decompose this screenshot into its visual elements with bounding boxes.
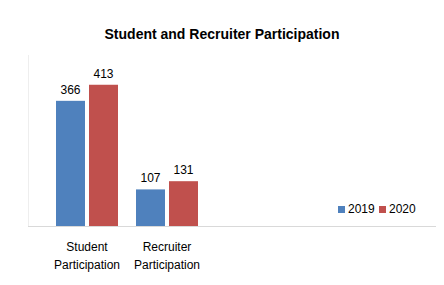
data-label: 413 [93, 67, 113, 81]
x-tick-label: RecruiterParticipation [134, 240, 200, 272]
x-tick-label: StudentParticipation [54, 240, 120, 272]
data-label: 131 [173, 163, 193, 177]
legend-swatch [379, 206, 386, 213]
bars [56, 85, 198, 226]
data-labels: 366 413 107 131 [60, 67, 193, 186]
legend-label: 2019 [348, 202, 375, 216]
data-label: 366 [60, 83, 80, 97]
bar [89, 85, 118, 226]
bar [136, 189, 165, 226]
bar [169, 181, 198, 226]
chart-svg: Student and Recruiter Participation 366 41… [0, 0, 444, 285]
chart-container: Student and Recruiter Participation 366 41… [0, 0, 444, 285]
x-axis-line [28, 226, 436, 227]
legend: 2019 2020 [338, 202, 416, 216]
y-axis-line [28, 55, 29, 226]
data-label: 107 [140, 171, 160, 185]
legend-swatch [338, 206, 345, 213]
bar [56, 101, 85, 226]
legend-label: 2020 [389, 202, 416, 216]
chart-title: Student and Recruiter Participation [105, 26, 340, 42]
